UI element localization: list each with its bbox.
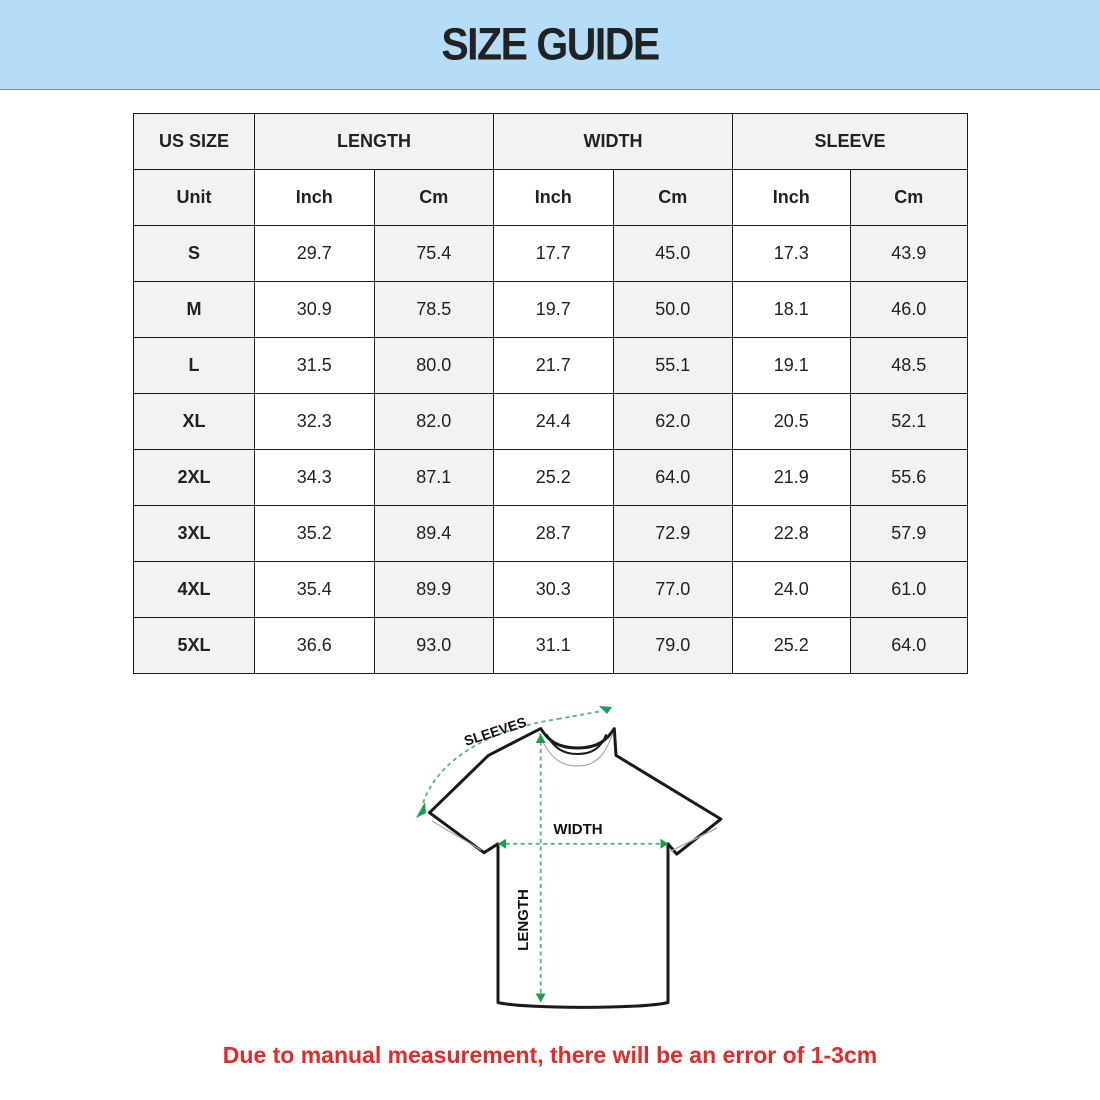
- svg-text:WIDTH: WIDTH: [553, 821, 602, 838]
- svg-text:LENGTH: LENGTH: [515, 889, 532, 951]
